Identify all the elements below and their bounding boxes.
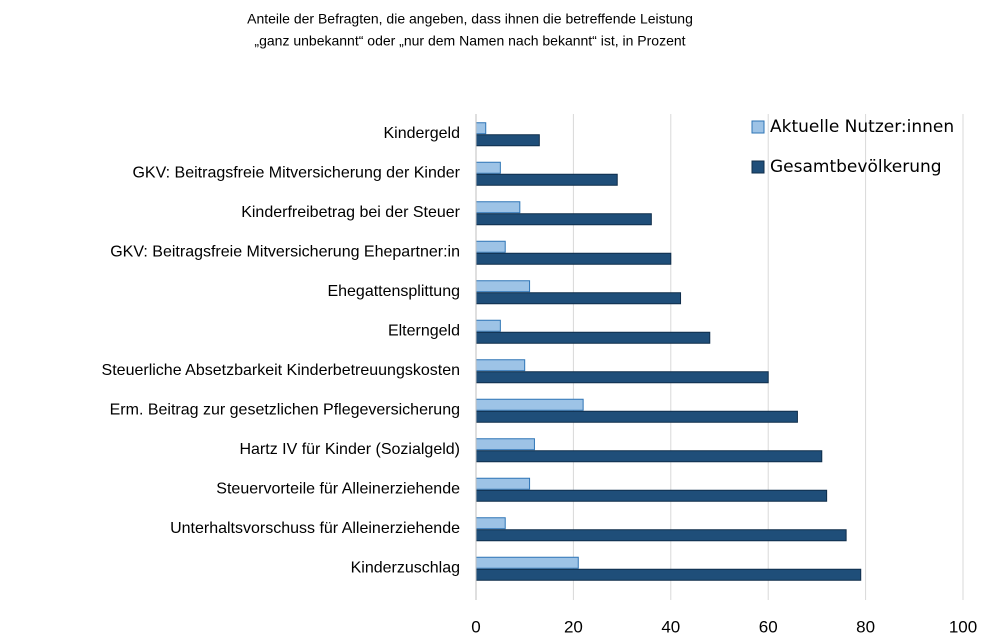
bar — [475, 122, 487, 135]
x-tick-label: 20 — [564, 617, 583, 635]
bar — [475, 161, 501, 174]
y-tick-label: Steuerliche Absetzbarkeit Kinderbetreuun… — [102, 362, 460, 379]
bar — [475, 134, 540, 147]
x-tick-label: 0 — [471, 617, 480, 635]
y-tick-label: Ehegattensplittung — [327, 283, 460, 300]
chart-title: „ganz unbekannt“ oder „nur dem Namen nac… — [254, 33, 685, 49]
y-tick-label: Erm. Beitrag zur gesetzlichen Pflegevers… — [110, 401, 460, 418]
y-tick-label: Steuervorteile für Alleinerziehende — [216, 480, 460, 497]
chart-title: Anteile der Befragten, die angeben, dass… — [247, 11, 693, 27]
bar — [475, 371, 769, 384]
y-tick-label: Hartz IV für Kinder (Sozialgeld) — [239, 441, 460, 458]
bar — [475, 477, 531, 490]
legend-label: Aktuelle Nutzer:innen — [770, 117, 954, 137]
bar — [475, 438, 535, 451]
bar — [475, 398, 584, 411]
x-tick-label: 80 — [856, 617, 875, 635]
legend-label: Gesamtbevölkerung — [770, 157, 942, 177]
bar — [475, 319, 501, 332]
y-tick-label: Kindergeld — [384, 125, 461, 142]
bar — [475, 556, 579, 569]
bar — [475, 517, 506, 530]
bar — [475, 213, 652, 226]
y-tick-label: GKV: Beitragsfreie Mitversicherung Ehepa… — [110, 243, 460, 260]
bar — [475, 173, 618, 186]
legend-swatch — [751, 160, 765, 174]
y-tick-label: Elterngeld — [388, 322, 460, 339]
bar — [475, 252, 672, 265]
y-tick-label: GKV: Beitragsfreie Mitversicherung der K… — [132, 164, 460, 181]
y-tick-label: Kinderzuschlag — [351, 559, 460, 576]
bar — [475, 331, 711, 344]
bar — [475, 529, 847, 542]
y-tick-label: Kinderfreibetrag bei der Steuer — [241, 204, 460, 221]
y-tick-label: Unterhaltsvorschuss für Alleinerziehende — [170, 520, 460, 537]
bar — [475, 450, 823, 463]
x-tick-label: 60 — [759, 617, 778, 635]
bar — [475, 489, 828, 502]
legend-swatch — [751, 120, 765, 134]
x-tick-label: 40 — [661, 617, 680, 635]
bar — [475, 292, 682, 305]
x-tick-label: 100 — [949, 617, 977, 635]
bar — [475, 280, 531, 293]
bar — [475, 359, 526, 372]
bar — [475, 410, 798, 423]
bar — [475, 201, 521, 214]
bar — [475, 568, 862, 581]
bar — [475, 240, 506, 253]
